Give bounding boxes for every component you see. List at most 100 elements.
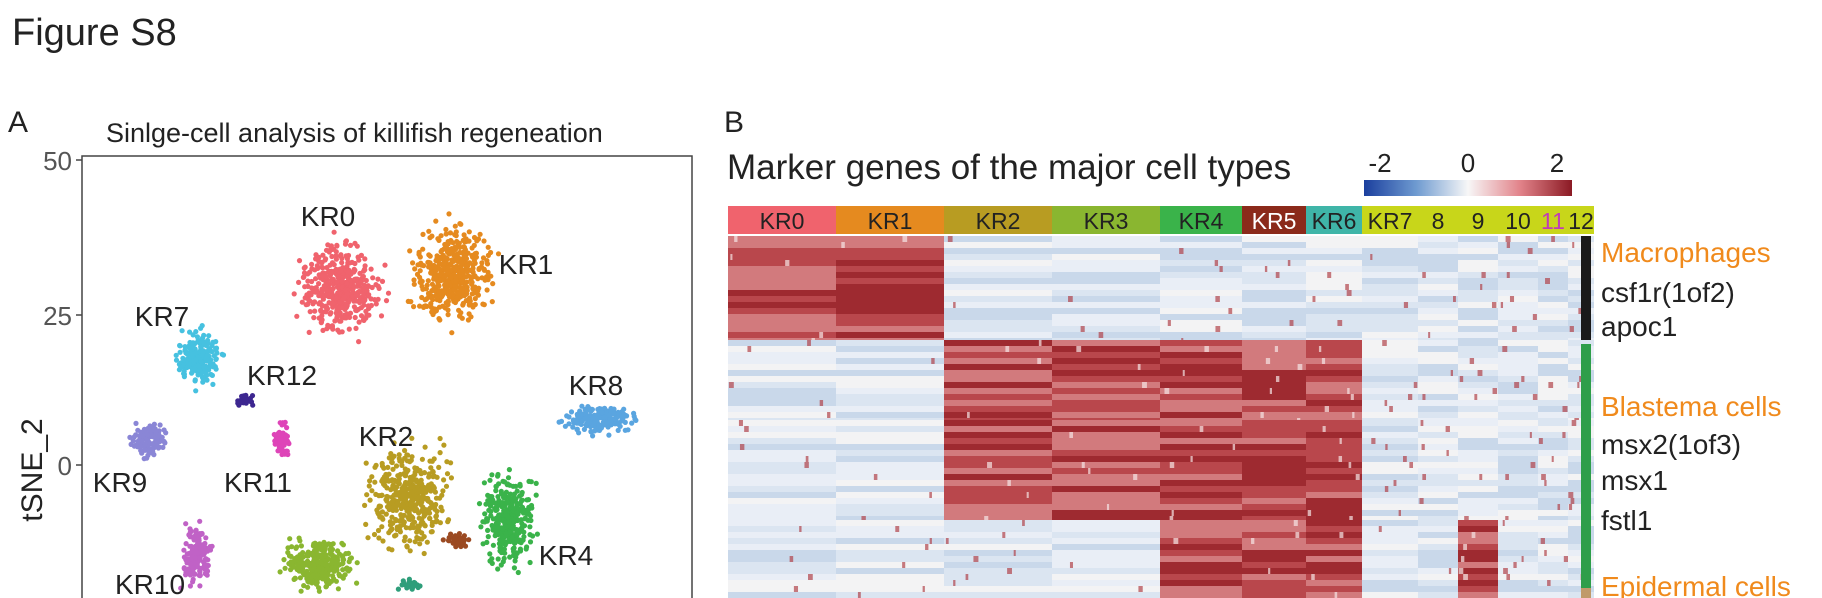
heatmap-row [728,580,1594,586]
tsne-point [481,238,487,244]
heatmap-cell [944,480,1052,486]
heatmap-cell [1306,284,1362,290]
tsne-point [361,298,367,304]
heatmap-cell [728,340,836,346]
tsne-point [375,527,382,534]
heatmap-cell [1458,468,1498,474]
tsne-point [490,281,496,287]
heatmap-cell [1458,260,1498,266]
heatmap-cell [1306,376,1362,382]
heatmap-streak [1491,302,1497,308]
heatmap-streak [1545,278,1550,284]
tsne-point [347,277,353,283]
heatmap-cell [1242,504,1306,510]
heatmap-cell [1362,586,1418,592]
heatmap-cell [944,260,1052,266]
heatmap-streak [1445,426,1450,432]
heatmap-cell [1458,266,1498,272]
heatmap-cell [1418,400,1458,406]
tsne-point [458,221,464,227]
heatmap-cell [1458,462,1498,468]
heatmap-cell [1306,510,1362,516]
heatmap-cell [1538,376,1568,382]
heatmap-cell [728,420,836,426]
heatmap-cell [1306,544,1362,550]
heatmap-cell [1242,420,1306,426]
heatmap-streak [1544,480,1547,486]
panel-b-title: Marker genes of the major cell types [727,148,1292,187]
heatmap-row [728,382,1594,388]
tsne-point [333,253,339,259]
heatmap-cell [1052,388,1160,394]
heatmap-streak [1529,432,1532,438]
heatmap-row [728,520,1594,526]
heatmap-streak [922,586,925,592]
heatmap-cell [944,462,1052,468]
heatmap-cell [1052,352,1160,358]
heatmap-cell [836,394,944,400]
heatmap-row [728,308,1594,314]
heatmap-cell [836,510,944,516]
heatmap-cell [1306,556,1362,562]
heatmap-cell [1160,248,1242,254]
heatmap-cell [1498,352,1538,358]
heatmap-streak [1453,296,1456,302]
heatmap-cell [1418,290,1458,296]
tsne-point [320,265,326,271]
tsne-point [393,507,399,513]
heatmap-streak [929,492,932,498]
heatmap-streak [1232,444,1236,450]
heatmap-cell [728,394,836,400]
heatmap-cell [836,302,944,308]
heatmap-streak [1539,438,1543,444]
heatmap-streak [1532,314,1537,320]
heatmap-streak [1569,326,1574,332]
heatmap-streak [1479,474,1483,480]
heatmap-cell [1362,532,1418,538]
heatmap-cell [1538,492,1568,498]
group-side-labels: Macrophages csf1r(1of2)apoc1 Blastema cell… [1601,237,1791,598]
tsne-point [330,276,336,282]
heatmap-cell [1306,438,1362,444]
tsne-point [345,252,352,259]
heatmap-cell [1418,568,1458,574]
cluster-header-label: KR1 [868,208,913,234]
heatmap-cell [1458,586,1498,592]
heatmap-streak [1268,568,1271,574]
heatmap-row [728,504,1594,510]
heatmap-cell [836,412,944,418]
heatmap-streak [1547,580,1551,586]
heatmap-cell [1418,586,1458,592]
heatmap-cell [1160,580,1242,586]
tsne-point [331,229,337,235]
tsne-point [370,275,376,281]
tsne-point [433,218,439,224]
tsne-point [453,229,459,235]
heatmap-streak [1069,432,1073,438]
tsne-point [346,326,352,332]
tsne-point [440,303,446,309]
heatmap-cell [728,544,836,550]
tsne-point [471,242,477,248]
tsne-point [335,312,341,318]
tsne-point [342,294,348,300]
heatmap-streak [1481,272,1486,278]
heatmap-cell [944,550,1052,556]
heatmap-streak [1492,388,1498,394]
tsne-point [488,249,494,256]
tsne-point [461,293,468,299]
heatmap-cell [836,364,944,370]
heatmap-cell [836,532,944,538]
heatmap-cell [836,248,944,254]
heatmap-cell [1458,438,1498,444]
heatmap-cell [1242,358,1306,364]
tsne-point [351,269,357,275]
heatmap-cell [1052,248,1160,254]
heatmap-cell [1160,420,1242,426]
heatmap-cell [1498,510,1538,516]
tsne-point [427,515,433,521]
colorbar-tick-high: 2 [1550,148,1564,178]
tsne-point [331,246,337,252]
heatmap-cell [836,538,944,544]
heatmap-cell [1362,504,1418,510]
